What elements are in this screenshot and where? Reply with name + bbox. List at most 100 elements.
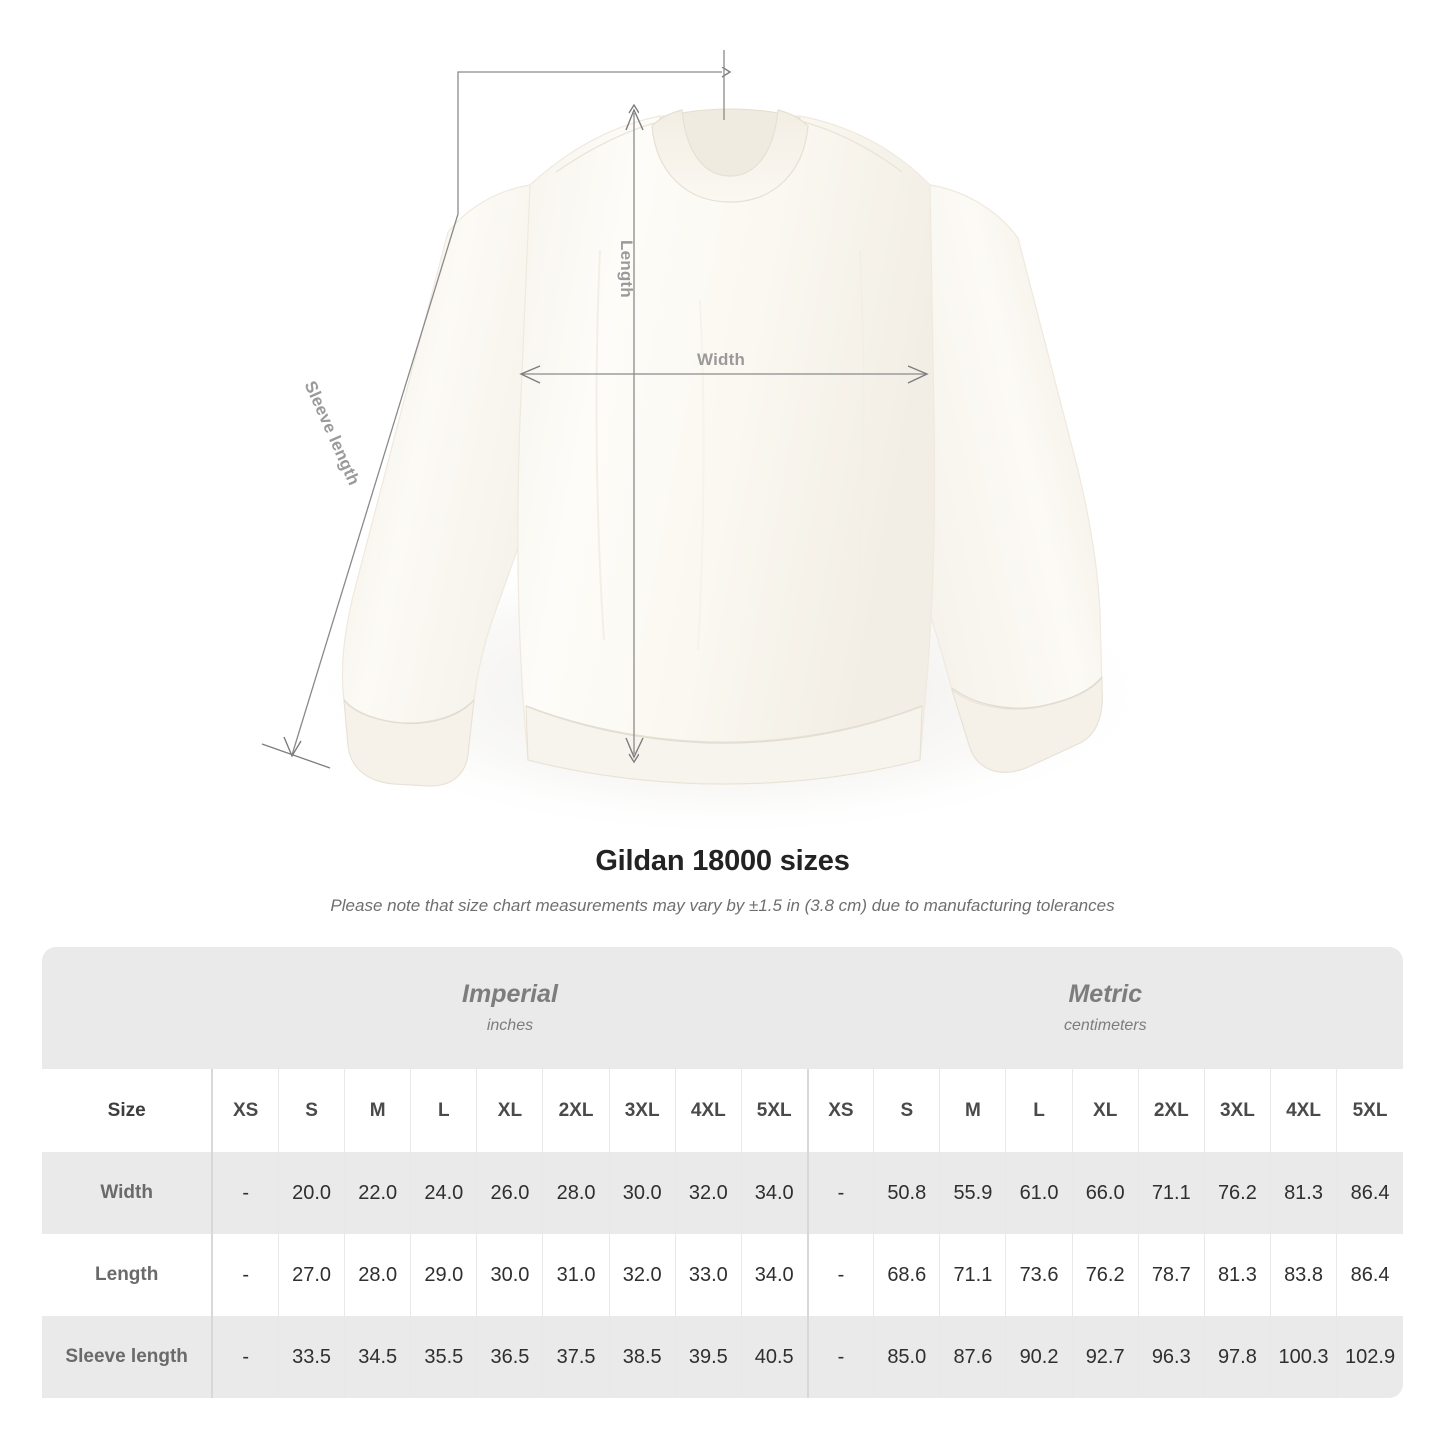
unit-banner-row: Imperial inches Metric centimeters	[42, 947, 1403, 1069]
cell-length-imperial-xl: 30.0	[476, 1234, 544, 1316]
cell-sleeve-metric-xs: -	[807, 1316, 875, 1398]
right-cuff	[950, 676, 1103, 773]
cell-width-imperial-xs: -	[212, 1152, 279, 1234]
title-block: Gildan 18000 sizes Please note that size…	[0, 845, 1445, 916]
cell-sleeve-imperial-4xl: 39.5	[675, 1316, 742, 1398]
cell-width-imperial-m: 22.0	[344, 1152, 412, 1234]
cell-width-metric-l: 61.0	[1005, 1152, 1073, 1234]
cell-width-imperial-3xl: 30.0	[609, 1152, 676, 1234]
cell-width-metric-m: 55.9	[939, 1152, 1007, 1234]
size-header-imperial-l: L	[410, 1069, 478, 1152]
metric-sublabel: centimeters	[1063, 1017, 1147, 1035]
cell-sleeve-imperial-m: 34.5	[344, 1316, 412, 1398]
sleeve-arrowhead	[283, 736, 302, 758]
cell-sleeve-metric-xl: 92.7	[1072, 1316, 1139, 1398]
cell-width-metric-5xl: 86.4	[1336, 1152, 1403, 1234]
table-row: Width - 20.0 22.0 24.0 26.0 28.0 30.0 32…	[42, 1152, 1403, 1234]
cell-sleeve-metric-m: 87.6	[939, 1316, 1007, 1398]
cell-width-imperial-2xl: 28.0	[542, 1152, 610, 1234]
cell-sleeve-metric-s: 85.0	[873, 1316, 941, 1398]
size-header-imperial-4xl: 4XL	[675, 1069, 742, 1152]
cell-length-metric-m: 71.1	[939, 1234, 1007, 1316]
cell-width-metric-xs: -	[807, 1152, 875, 1234]
cell-sleeve-imperial-3xl: 38.5	[609, 1316, 676, 1398]
row-label-length: Length	[42, 1234, 214, 1316]
imperial-label: Imperial	[462, 979, 558, 1008]
size-header-metric-4xl: 4XL	[1270, 1069, 1338, 1152]
unit-banner-spacer	[42, 947, 213, 1069]
width-label: Width	[697, 350, 746, 369]
measurement-guides	[261, 50, 929, 769]
cell-length-imperial-m: 28.0	[344, 1234, 412, 1316]
row-label-width: Width	[42, 1152, 214, 1234]
cell-sleeve-imperial-s: 33.5	[278, 1316, 346, 1398]
cell-length-imperial-2xl: 31.0	[542, 1234, 610, 1316]
hem-band	[525, 705, 923, 785]
cell-width-metric-4xl: 81.3	[1270, 1152, 1338, 1234]
cell-width-imperial-xl: 26.0	[476, 1152, 544, 1234]
cell-sleeve-imperial-xl: 36.5	[476, 1316, 544, 1398]
cell-width-metric-3xl: 76.2	[1204, 1152, 1271, 1234]
size-header-imperial-xs: XS	[212, 1069, 279, 1152]
cell-sleeve-metric-5xl: 102.9	[1336, 1316, 1403, 1398]
cell-width-imperial-s: 20.0	[278, 1152, 346, 1234]
size-header-metric-xl: XL	[1072, 1069, 1139, 1152]
size-header-metric-l: L	[1005, 1069, 1073, 1152]
cell-width-imperial-5xl: 34.0	[741, 1152, 809, 1234]
size-header-label: Size	[42, 1069, 214, 1152]
sweatshirt-body	[517, 115, 936, 785]
width-left-arrowhead	[519, 365, 541, 384]
size-header-imperial-5xl: 5XL	[741, 1069, 809, 1152]
sleeve-cuff-tick	[261, 743, 331, 769]
table-row: Length - 27.0 28.0 29.0 30.0 31.0 32.0 3…	[42, 1234, 1403, 1316]
cell-sleeve-metric-l: 90.2	[1005, 1316, 1073, 1398]
cell-length-metric-l: 73.6	[1005, 1234, 1073, 1316]
cell-width-imperial-4xl: 32.0	[675, 1152, 742, 1234]
size-header-imperial-2xl: 2XL	[542, 1069, 610, 1152]
cell-length-metric-s: 68.6	[873, 1234, 941, 1316]
cell-length-metric-3xl: 81.3	[1204, 1234, 1271, 1316]
cell-length-metric-4xl: 83.8	[1270, 1234, 1338, 1316]
cell-width-imperial-l: 24.0	[410, 1152, 478, 1234]
cell-length-metric-2xl: 78.7	[1138, 1234, 1205, 1316]
cell-width-metric-s: 50.8	[873, 1152, 941, 1234]
cell-length-metric-xs: -	[807, 1234, 875, 1316]
metric-label: Metric	[1068, 979, 1143, 1008]
garment-diagram: Length Width Sleeve length	[261, 50, 1160, 840]
cell-sleeve-imperial-5xl: 40.5	[741, 1316, 809, 1398]
cell-sleeve-imperial-2xl: 37.5	[542, 1316, 610, 1398]
width-right-arrowhead	[907, 365, 929, 384]
size-header-metric-xs: XS	[807, 1069, 875, 1152]
cell-length-imperial-5xl: 34.0	[741, 1234, 809, 1316]
size-header-imperial-m: M	[344, 1069, 412, 1152]
size-header-row: Size XS S M L XL 2XL 3XL 4XL 5XL XS S M …	[42, 1069, 1403, 1152]
table-row: Sleeve length - 33.5 34.5 35.5 36.5 37.5…	[42, 1316, 1403, 1398]
cell-length-imperial-l: 29.0	[410, 1234, 478, 1316]
length-top-arrowhead	[625, 108, 644, 131]
size-header-imperial-xl: XL	[476, 1069, 544, 1152]
collar-rib	[651, 109, 809, 203]
cell-width-metric-2xl: 71.1	[1138, 1152, 1205, 1234]
cell-sleeve-metric-4xl: 100.3	[1270, 1316, 1338, 1398]
sleeve-length-leader	[457, 72, 722, 214]
imperial-sublabel: inches	[486, 1017, 534, 1035]
cell-width-metric-xl: 66.0	[1072, 1152, 1139, 1234]
unit-banner-imperial: Imperial inches	[212, 947, 808, 1069]
cell-sleeve-metric-2xl: 96.3	[1138, 1316, 1205, 1398]
cell-length-imperial-4xl: 33.0	[675, 1234, 742, 1316]
size-header-metric-s: S	[873, 1069, 941, 1152]
cell-sleeve-imperial-xs: -	[212, 1316, 279, 1398]
row-label-sleeve-length: Sleeve length	[42, 1316, 214, 1398]
size-header-metric-3xl: 3XL	[1204, 1069, 1271, 1152]
size-chart-table: Imperial inches Metric centimeters Size …	[42, 947, 1403, 1398]
size-header-imperial-3xl: 3XL	[609, 1069, 676, 1152]
cell-length-imperial-s: 27.0	[278, 1234, 346, 1316]
cell-length-metric-xl: 76.2	[1072, 1234, 1139, 1316]
size-header-imperial-s: S	[278, 1069, 346, 1152]
cell-length-imperial-xs: -	[212, 1234, 279, 1316]
size-header-metric-2xl: 2XL	[1138, 1069, 1205, 1152]
length-label: Length	[617, 240, 636, 298]
page-title: Gildan 18000 sizes	[595, 845, 850, 877]
cell-sleeve-metric-3xl: 97.8	[1204, 1316, 1271, 1398]
unit-banner-metric: Metric centimeters	[807, 947, 1403, 1069]
